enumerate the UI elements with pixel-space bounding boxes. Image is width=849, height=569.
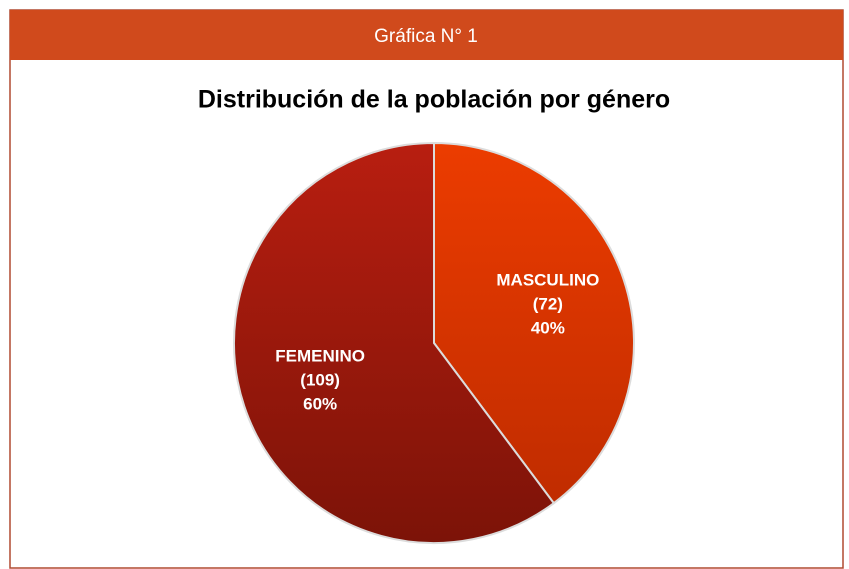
slice-label: MASCULINO [496,271,599,290]
slice-value: (72) [533,295,563,314]
slice-percent: 60% [303,394,337,413]
chart-title: Distribución de la población por género [198,86,670,114]
pie-slice [233,141,556,544]
header-bar [10,10,843,60]
slice-label: FEMENINO [275,346,365,365]
header-title: Gráfica N° 1 [374,26,478,47]
slice-percent: 40% [531,319,565,338]
pie-slice [433,141,635,505]
slice-value: (109) [300,370,340,389]
